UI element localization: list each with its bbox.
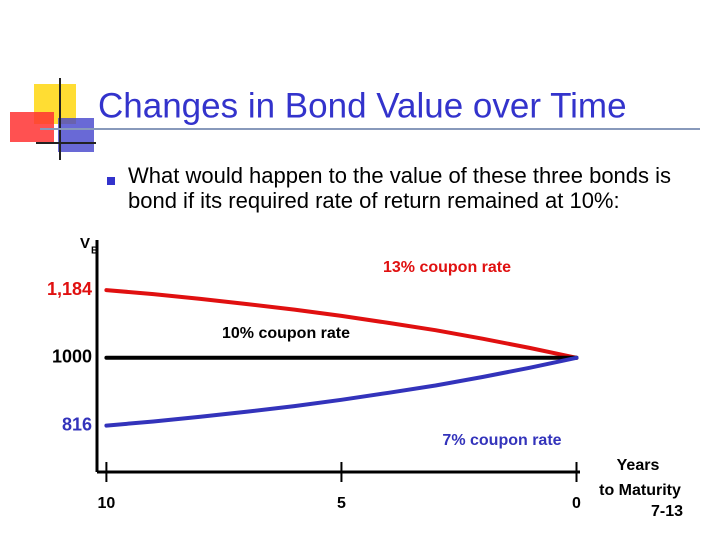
series-line — [104, 355, 579, 428]
y-tick-label: 1,184 — [47, 279, 92, 299]
bullet-box: What would happen to the value of these … — [128, 163, 672, 213]
page-number: 7-13 — [651, 503, 683, 520]
y-tick-label: 816 — [62, 414, 92, 434]
x-tick-label: 0 — [572, 495, 581, 512]
x-axis-label: Years — [617, 457, 660, 474]
series-label: 10% coupon rate — [222, 325, 350, 342]
slide-title: Changes in Bond Value over Time — [98, 86, 627, 125]
bullet-text: What would happen to the value of these … — [128, 163, 672, 213]
x-tick-label: 5 — [337, 495, 346, 512]
y-tick-label: 1000 — [52, 347, 92, 367]
deco-square — [58, 118, 94, 152]
bullet — [107, 177, 115, 185]
x-axis-label: to Maturity — [599, 482, 681, 499]
y-axis-label: V — [80, 235, 90, 252]
y-axis-label-sub: B — [91, 246, 98, 257]
series-line — [104, 288, 579, 360]
series-label: 7% coupon rate — [442, 432, 561, 449]
deco-square — [10, 112, 54, 142]
series-label: 13% coupon rate — [383, 259, 511, 276]
x-tick-label: 10 — [98, 495, 116, 512]
